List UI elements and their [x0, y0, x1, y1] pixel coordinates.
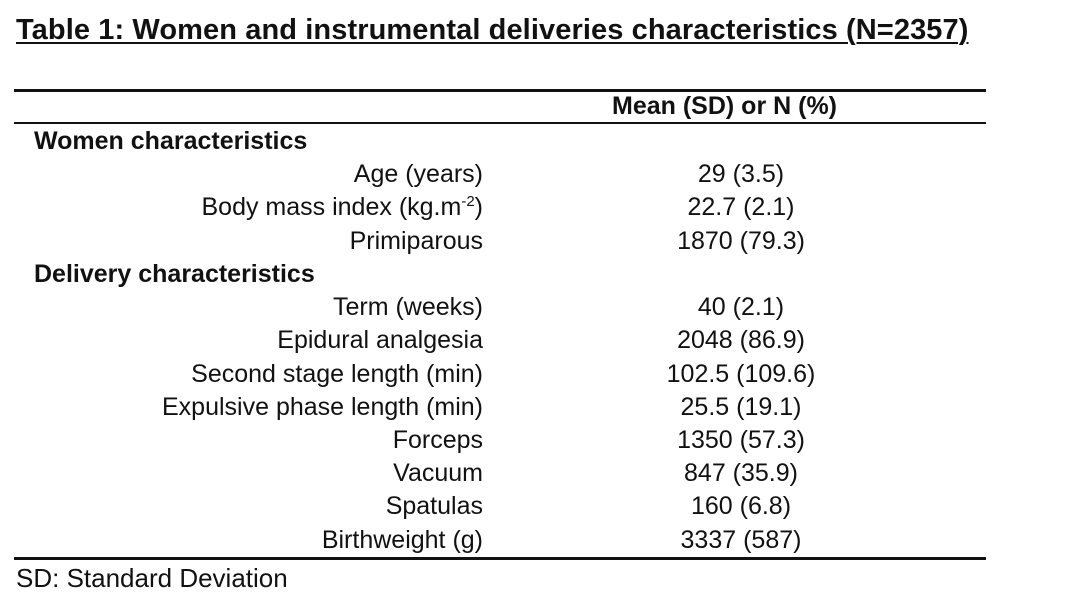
- table-top-rule: [14, 89, 986, 92]
- section-heading: Delivery characteristics: [34, 260, 315, 288]
- row-label: Expulsive phase length (min): [162, 393, 483, 421]
- row-label-superscript: -2: [461, 193, 475, 210]
- row-label-text: Body mass index (kg.m: [201, 193, 462, 221]
- row-label: Primiparous: [349, 227, 483, 255]
- row-value: 102.5 (109.6): [666, 360, 816, 388]
- column-header: Mean (SD) or N (%): [612, 92, 837, 120]
- row-label: Body mass index (kg.m-2): [202, 193, 484, 222]
- row-value: 1350 (57.3): [677, 426, 805, 454]
- row-value: 29 (3.5): [697, 160, 785, 188]
- section-heading: Women characteristics: [34, 127, 308, 155]
- row-value: 40 (2.1): [697, 293, 785, 321]
- row-label: Spatulas: [385, 492, 483, 520]
- row-label: Second stage length (min): [191, 360, 483, 388]
- row-value: 25.5 (19.1): [680, 393, 802, 421]
- row-label-suffix: ): [474, 193, 483, 221]
- row-label: Age (years): [353, 160, 483, 188]
- table-footnote: SD: Standard Deviation: [16, 563, 288, 593]
- table-title: Table 1: Women and instrumental deliveri…: [16, 14, 969, 46]
- row-label: Forceps: [392, 426, 483, 454]
- row-value: 2048 (86.9): [677, 326, 805, 354]
- row-label: Term (weeks): [332, 293, 483, 321]
- row-label: Vacuum: [393, 459, 483, 487]
- row-label: Epidural analgesia: [277, 326, 483, 354]
- table-bottom-rule: [14, 557, 986, 560]
- row-value: 22.7 (2.1): [687, 193, 795, 221]
- row-value: 1870 (79.3): [677, 227, 805, 255]
- table-header-rule: [14, 122, 986, 124]
- row-value: 3337 (587): [680, 526, 802, 554]
- row-value: 160 (6.8): [690, 492, 792, 520]
- row-label: Birthweight (g): [321, 526, 483, 554]
- row-value: 847 (35.9): [684, 459, 798, 487]
